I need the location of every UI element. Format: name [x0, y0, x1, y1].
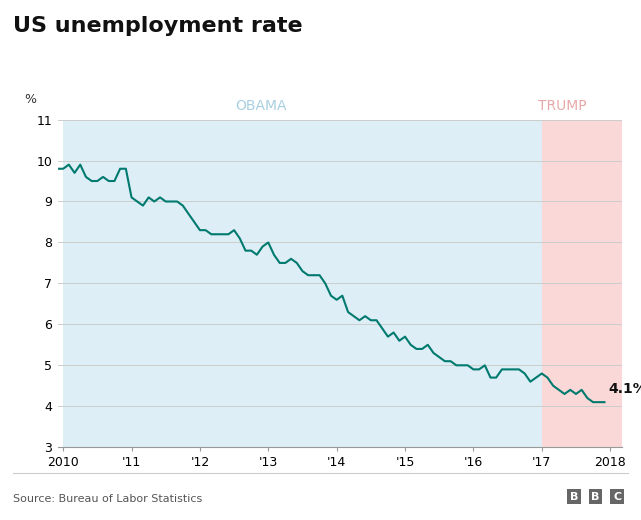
Bar — [542, 120, 622, 447]
Text: TRUMP: TRUMP — [538, 99, 587, 113]
Text: %: % — [24, 94, 36, 107]
Text: OBAMA: OBAMA — [235, 99, 287, 113]
Text: B: B — [569, 491, 578, 502]
Text: C: C — [613, 491, 621, 502]
Text: US unemployment rate: US unemployment rate — [13, 16, 303, 35]
Text: Source: Bureau of Labor Statistics: Source: Bureau of Labor Statistics — [13, 494, 202, 504]
Bar — [63, 120, 542, 447]
Text: 4.1%: 4.1% — [608, 382, 641, 396]
Text: B: B — [591, 491, 600, 502]
